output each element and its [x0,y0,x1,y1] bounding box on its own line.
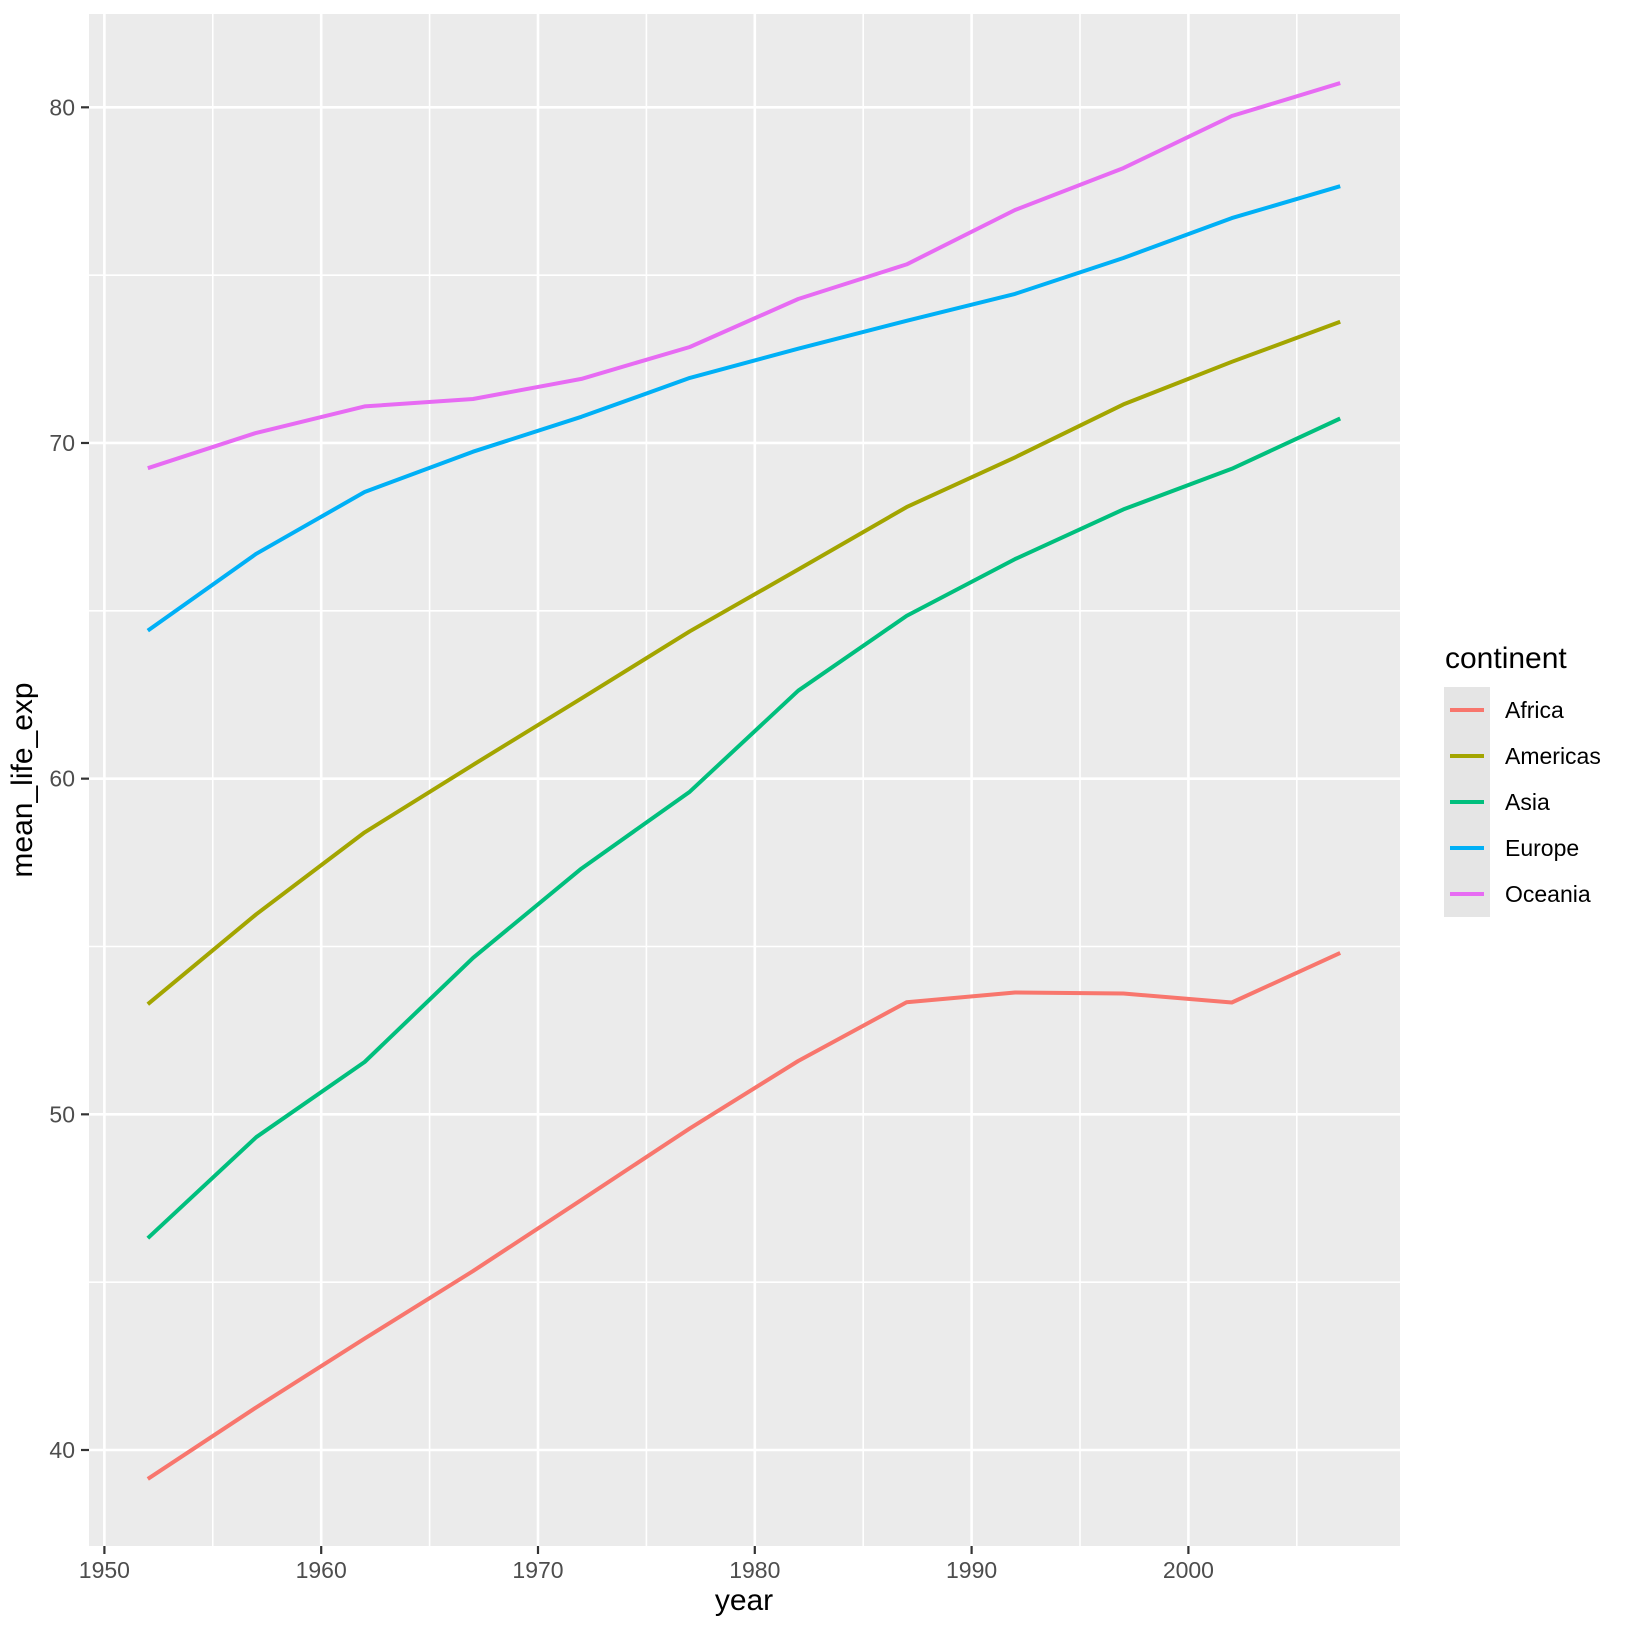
legend-item-americas: Americas [1444,733,1601,779]
legend: continent Africa Americas Asia Europe Oceani… [1444,642,1601,917]
legend-item-oceania: Oceania [1444,871,1591,917]
y-axis-title: mean_life_exp [6,682,39,877]
y-tick-label: 70 [49,430,75,456]
y-tick-label: 40 [49,1437,75,1463]
data-series-lines [146,81,1342,1481]
x-tick-label: 2000 [1163,1557,1214,1583]
y-axis-tick-labels: 40 50 60 70 80 [49,94,75,1463]
major-gridlines [89,14,1400,1546]
x-tick-label: 1980 [729,1557,780,1583]
x-axis-title: year [715,1584,773,1617]
legend-item-asia: Asia [1444,779,1550,825]
y-tick-label: 60 [49,766,75,792]
x-tick-label: 1970 [512,1557,563,1583]
x-tick-label: 1950 [79,1557,130,1583]
axis-tick-marks [81,106,1190,1554]
line-americas [146,319,1341,1006]
line-asia [146,416,1342,1240]
x-tick-label: 1990 [946,1557,997,1583]
x-tick-label: 1960 [296,1557,347,1583]
line-europe [146,184,1341,633]
x-axis-tick-labels: 1950 1960 1970 1980 1990 2000 [79,1557,1214,1583]
y-tick-label: 80 [49,94,75,120]
legend-item-africa: Africa [1444,687,1564,733]
minor-gridlines [89,14,1400,1546]
legend-label: Africa [1505,697,1564,723]
legend-label: Oceania [1505,881,1591,907]
legend-item-europe: Europe [1444,825,1579,871]
legend-label: Americas [1505,743,1601,769]
legend-title: continent [1445,642,1567,675]
legend-label: Europe [1505,835,1579,861]
y-tick-label: 50 [49,1101,75,1127]
plot-panel [89,14,1400,1546]
line-oceania [147,81,1341,471]
legend-items: Africa Americas Asia Europe Oceania [1444,687,1601,917]
legend-label: Asia [1505,789,1550,815]
line-africa [146,951,1342,1481]
